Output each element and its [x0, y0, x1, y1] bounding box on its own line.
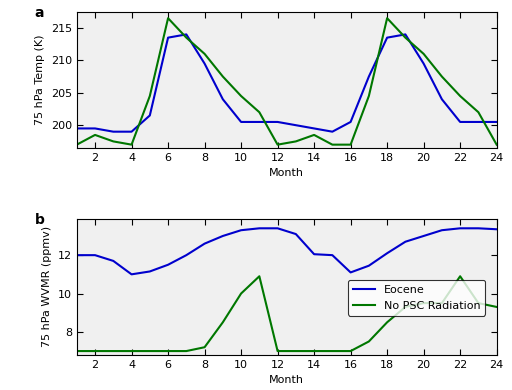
No PSC Radiation: [348, 349, 354, 353]
Eocene: [183, 253, 189, 257]
X-axis label: Month: Month: [269, 168, 304, 178]
Eocene: [366, 263, 372, 268]
No PSC Radiation: [311, 349, 317, 353]
Y-axis label: 75 hPa WVMR (ppmv): 75 hPa WVMR (ppmv): [42, 226, 52, 347]
Eocene: [165, 262, 171, 267]
No PSC Radiation: [110, 349, 116, 353]
Eocene: [257, 226, 263, 230]
X-axis label: Month: Month: [269, 375, 304, 385]
No PSC Radiation: [92, 349, 98, 353]
No PSC Radiation: [274, 349, 281, 353]
No PSC Radiation: [366, 339, 372, 344]
No PSC Radiation: [329, 349, 335, 353]
Eocene: [457, 226, 463, 230]
No PSC Radiation: [257, 274, 263, 278]
No PSC Radiation: [402, 305, 409, 309]
Eocene: [220, 234, 226, 238]
Eocene: [274, 226, 281, 230]
Eocene: [74, 253, 80, 257]
Eocene: [92, 253, 98, 257]
Eocene: [110, 259, 116, 263]
Eocene: [402, 239, 409, 244]
Eocene: [238, 228, 244, 232]
Eocene: [129, 272, 135, 277]
Eocene: [439, 228, 445, 232]
No PSC Radiation: [384, 320, 390, 324]
No PSC Radiation: [129, 349, 135, 353]
Eocene: [348, 270, 354, 275]
Line: No PSC Radiation: No PSC Radiation: [77, 276, 497, 351]
No PSC Radiation: [475, 301, 481, 305]
Eocene: [475, 226, 481, 230]
Legend: Eocene, No PSC Radiation: Eocene, No PSC Radiation: [348, 280, 485, 316]
Eocene: [384, 251, 390, 255]
No PSC Radiation: [420, 301, 426, 305]
Eocene: [293, 232, 299, 236]
No PSC Radiation: [439, 301, 445, 305]
Y-axis label: 75 hPa Temp (K): 75 hPa Temp (K): [35, 35, 45, 125]
No PSC Radiation: [293, 349, 299, 353]
Line: Eocene: Eocene: [77, 228, 497, 274]
No PSC Radiation: [238, 291, 244, 296]
Eocene: [420, 234, 426, 238]
Eocene: [311, 252, 317, 257]
Text: a: a: [35, 6, 45, 20]
No PSC Radiation: [183, 349, 189, 353]
Eocene: [202, 241, 208, 246]
No PSC Radiation: [147, 349, 153, 353]
Eocene: [494, 227, 500, 232]
Text: b: b: [35, 213, 45, 227]
No PSC Radiation: [202, 345, 208, 349]
No PSC Radiation: [457, 274, 463, 278]
No PSC Radiation: [494, 305, 500, 309]
No PSC Radiation: [165, 349, 171, 353]
Eocene: [147, 269, 153, 274]
No PSC Radiation: [74, 349, 80, 353]
Eocene: [329, 253, 335, 257]
No PSC Radiation: [220, 320, 226, 324]
